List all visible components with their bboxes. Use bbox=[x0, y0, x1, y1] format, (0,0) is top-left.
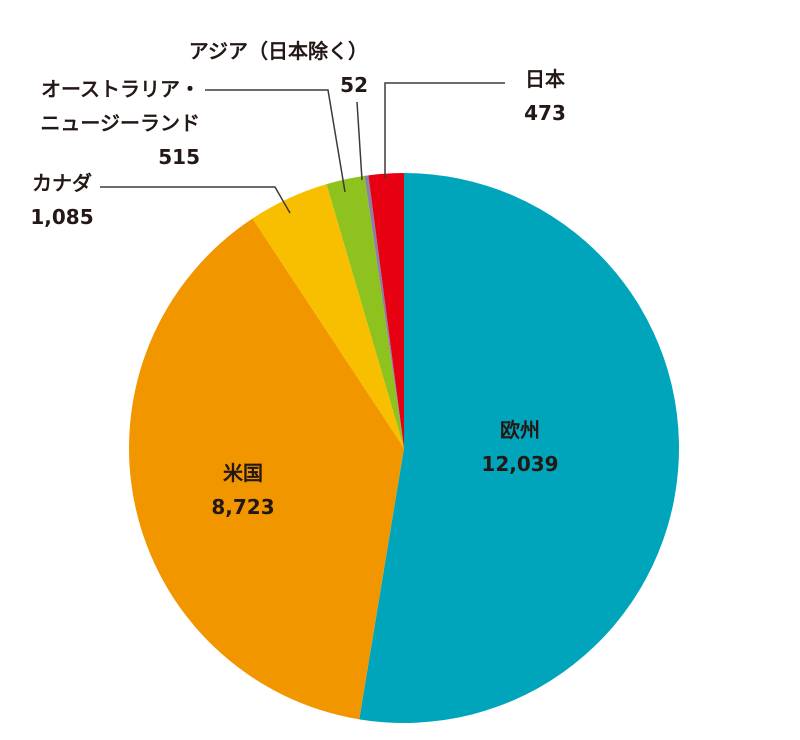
leader-line bbox=[384, 82, 505, 178]
pie-slice bbox=[359, 173, 679, 724]
pie-slice bbox=[252, 184, 404, 448]
category-label: カナダ bbox=[31, 171, 92, 195]
pie-slice bbox=[368, 173, 404, 448]
category-label: 米国 bbox=[222, 461, 263, 485]
leader-line bbox=[205, 89, 346, 193]
slice-label: オーストラリア・ ニュージーランド 515 bbox=[40, 72, 200, 174]
leader-line bbox=[100, 186, 291, 214]
category-label: 日本 bbox=[525, 67, 565, 91]
pie-slice bbox=[326, 175, 404, 448]
category-label: アジア（日本除く） bbox=[188, 39, 368, 63]
slice-label: 日本 473 bbox=[524, 62, 566, 130]
slice-label: アジア（日本除く） 52 bbox=[189, 34, 368, 102]
value-label: 1,085 bbox=[30, 205, 94, 229]
value-label: 473 bbox=[524, 101, 566, 125]
value-label: 12,039 bbox=[481, 452, 559, 476]
leader-line bbox=[356, 101, 363, 181]
slice-label: 米国 8,723 bbox=[211, 456, 274, 524]
value-label: 8,723 bbox=[211, 495, 275, 519]
category-label: オーストラリア・ ニュージーランド bbox=[40, 77, 200, 135]
category-label: 欧州 bbox=[500, 418, 540, 442]
pie-slice bbox=[129, 218, 404, 720]
slice-label: カナダ 1,085 bbox=[30, 166, 93, 234]
slice-label: 欧州 12,039 bbox=[481, 413, 558, 481]
pie-slice bbox=[364, 175, 404, 448]
value-label: 52 bbox=[340, 73, 368, 97]
value-label: 515 bbox=[158, 145, 200, 169]
